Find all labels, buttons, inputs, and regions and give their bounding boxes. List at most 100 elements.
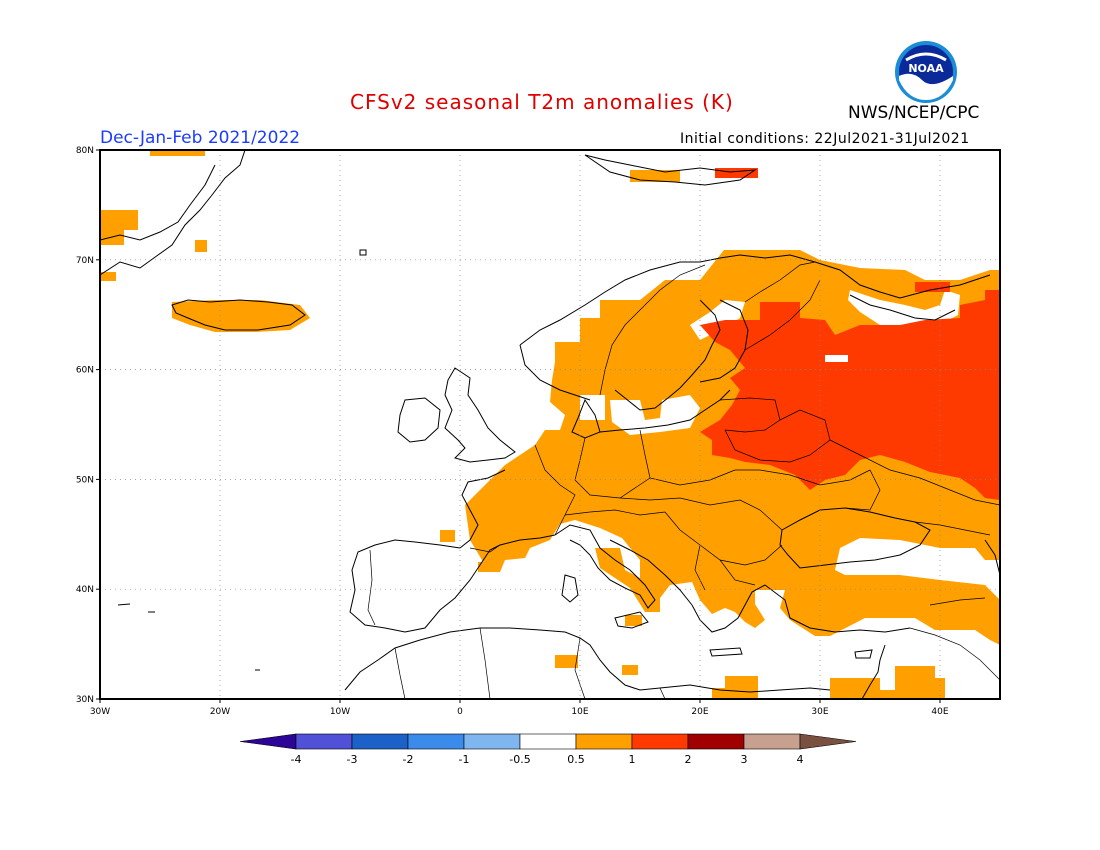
coast-adriatic: [609, 539, 693, 606]
lat-tick-labels: 80N 70N 60N 50N 40N 30N: [76, 146, 100, 705]
anomaly-region-levant: [830, 666, 945, 699]
coast-iberia: [349, 539, 501, 633]
border-central: [619, 497, 783, 531]
coast-norway-south: [519, 344, 591, 401]
lon-tick-label: 0: [457, 707, 463, 717]
coast-greece: [691, 584, 766, 633]
anomaly-region-libya: [712, 676, 758, 699]
lon-tick-label: 30W: [90, 707, 110, 717]
colorbar-label: 3: [741, 753, 748, 766]
coast-sicily: [614, 611, 649, 629]
lat-tick-label: 60N: [76, 366, 94, 376]
border-finland: [744, 261, 821, 351]
graticule: [100, 150, 1000, 699]
noaa-logo-icon: NOAA: [895, 41, 957, 103]
colorbar-swatch: [575, 733, 633, 750]
colorbar-triangle-low: [239, 733, 297, 750]
anomaly-region-greenland: [100, 210, 138, 245]
lon-tick-label: 40E: [931, 707, 948, 717]
anomaly-gap-bothnia: [690, 300, 745, 340]
coast-greenland: [100, 150, 246, 276]
colorbar-label: -2: [403, 753, 414, 766]
colorbar-swatch: [743, 733, 801, 750]
lon-tick-labels: 30W 20W 10W 0 10E 20E 30E 40E: [90, 699, 949, 717]
organization-label: NWS/NCEP/CPC: [848, 103, 980, 123]
anomaly-gap-norway: [580, 395, 605, 420]
coast-italy: [554, 524, 656, 609]
colorbar-label: 4: [797, 753, 804, 766]
lon-tick-label: 10E: [571, 707, 588, 717]
colorbar: -4 -3 -2 -1 -0.5 0.5 1 2 3 4: [239, 733, 857, 766]
borders: [367, 261, 1000, 699]
coast-levant: [861, 644, 886, 699]
coast-kola: [814, 261, 991, 299]
lat-tick-label: 70N: [76, 256, 94, 266]
coast-azores: [117, 603, 260, 671]
anomaly-region-greenland-small: [100, 272, 116, 281]
coastlines: [100, 150, 1000, 699]
anomaly-gap-baltic: [610, 395, 700, 435]
lat-tick-label: 30N: [76, 695, 94, 705]
border-germany: [574, 437, 651, 499]
colorbar-swatch: [519, 733, 577, 750]
coast-caspian: [984, 539, 1000, 576]
colorbar-triangle-high: [799, 733, 857, 750]
initial-conditions-label: Initial conditions: 22Jul2021-31Jul2021: [680, 131, 970, 147]
coast-ireland: [397, 397, 441, 443]
lon-tick-label: 10W: [330, 707, 350, 717]
lon-tick-label: 30E: [811, 707, 828, 717]
colorbar-label: -4: [291, 753, 302, 766]
anomaly-region-iceland: [172, 300, 310, 332]
colorbar-swatch: [687, 733, 745, 750]
lon-tick-label: 20E: [691, 707, 708, 717]
colorbar-label: 1: [629, 753, 636, 766]
coast-iceland: [171, 299, 306, 331]
border-russia: [829, 439, 1000, 506]
anomaly-gap-russia: [825, 355, 848, 362]
period-label: Dec-Jan-Feb 2021/2022: [100, 128, 301, 148]
coast-crete: [709, 647, 743, 657]
border-north-africa: [394, 627, 666, 699]
border-ukraine: [735, 469, 881, 511]
anomaly-region-svalbard: [630, 170, 680, 182]
coast-white-sea: [849, 294, 956, 321]
colorbar-label: -3: [347, 753, 358, 766]
anomaly-region-tunisia: [622, 665, 638, 675]
coast-black-sea: [779, 507, 931, 569]
coast-greenland-east: [100, 164, 216, 241]
coast-north-africa: [344, 627, 831, 693]
anomaly-region-arctic-red: [715, 168, 758, 178]
coast-britain: [444, 367, 516, 463]
colorbar-swatch: [407, 733, 465, 750]
coast-sardinia: [561, 574, 579, 603]
border-belarus: [724, 409, 831, 463]
colorbar-swatch: [351, 733, 409, 750]
lon-tick-label: 20W: [210, 707, 230, 717]
coast-turkey: [764, 584, 911, 633]
colorbar-label: -0.5: [509, 753, 530, 766]
map-frame: [99, 149, 1001, 700]
anomaly-region-spain-ne: [440, 530, 455, 542]
anomaly-region-greenland-se: [195, 240, 207, 252]
coast-france-south: [499, 534, 556, 546]
anomaly-region-greenland-north: [150, 150, 205, 156]
colorbar-label: -1: [459, 753, 470, 766]
lat-tick-label: 40N: [76, 585, 94, 595]
colorbar-label: 0.5: [567, 753, 585, 766]
anomaly-shading: [100, 150, 1000, 699]
anomaly-region-iberia-small: [478, 562, 490, 572]
border-france: [469, 444, 576, 553]
border-balkans: [664, 511, 783, 591]
coast-cyprus: [854, 649, 873, 659]
coast-baltic-south: [599, 389, 731, 433]
border-alps: [564, 509, 666, 516]
map-title: CFSv2 seasonal T2m anomalies (K): [350, 90, 734, 114]
lat-tick-label: 50N: [76, 475, 94, 485]
border-sweden-norway: [599, 264, 706, 396]
border-spain-portugal: [367, 549, 376, 626]
border-turkey-east: [909, 597, 1000, 681]
coast-france-west: [459, 469, 506, 549]
coast-svalbard: [584, 154, 757, 186]
border-poland: [639, 429, 736, 486]
